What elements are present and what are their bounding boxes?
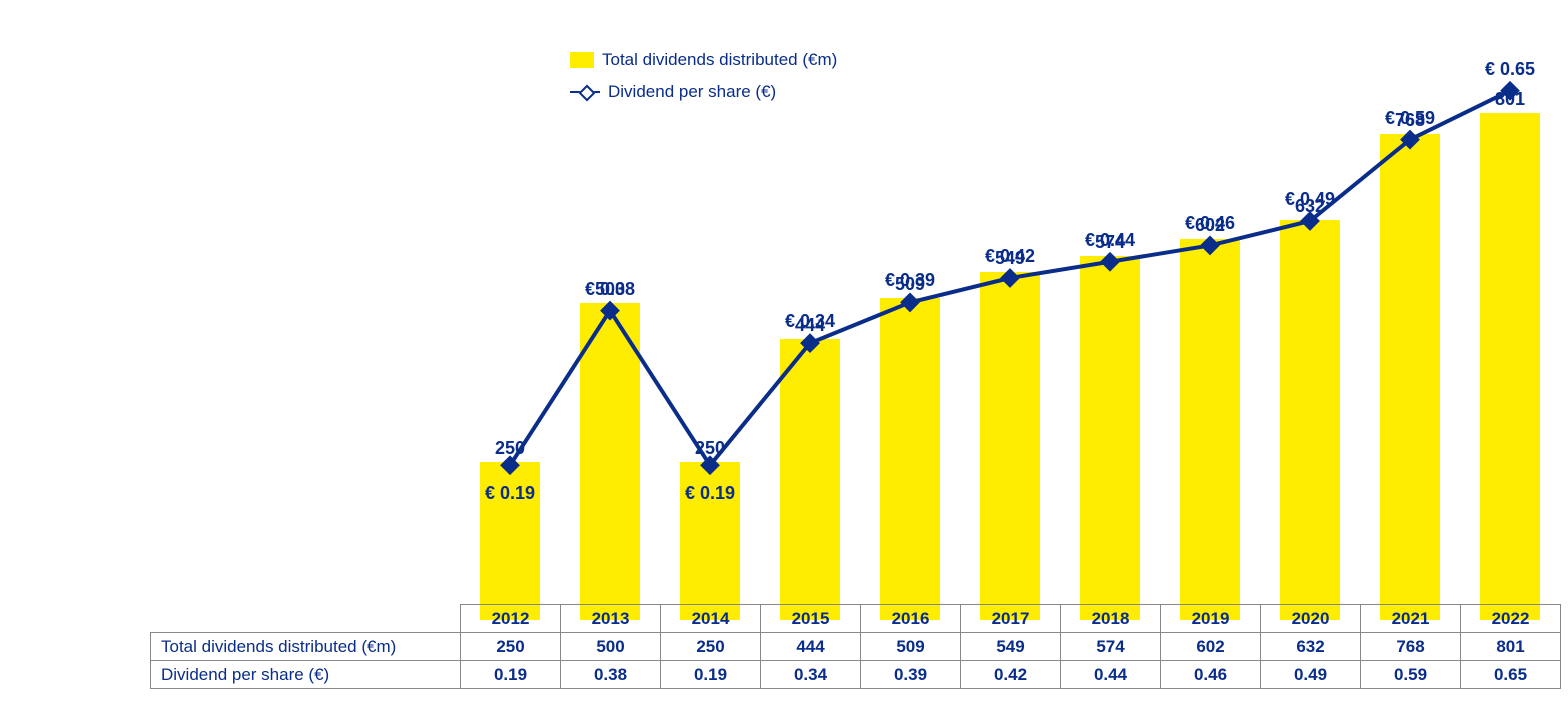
table-row-header: Total dividends distributed (€m) xyxy=(151,633,461,661)
plot-area: 250500250444509549574602632768801€ 0.19€… xyxy=(460,50,1560,620)
table-cell: 250 xyxy=(461,633,561,661)
table-cell: 0.34 xyxy=(761,661,861,689)
table-year-cell: 2016 xyxy=(861,605,961,633)
line-value-label: € 0.42 xyxy=(985,246,1035,267)
table-cell: 0.19 xyxy=(661,661,761,689)
line-value-label: € 0.59 xyxy=(1385,108,1435,129)
table-cell: 574 xyxy=(1061,633,1161,661)
table-year-cell: 2012 xyxy=(461,605,561,633)
line-value-label: € 0.49 xyxy=(1285,189,1335,210)
line-value-label: € 0.46 xyxy=(1185,213,1235,234)
line-value-label: € 0.38 xyxy=(585,279,635,300)
table-cell: 549 xyxy=(961,633,1061,661)
table-row: Total dividends distributed (€m)25050025… xyxy=(151,633,1561,661)
table-cell: 0.39 xyxy=(861,661,961,689)
line-marker xyxy=(1202,237,1219,254)
line-value-label: € 0.39 xyxy=(885,270,935,291)
table-cell: 509 xyxy=(861,633,961,661)
table-year-cell: 2019 xyxy=(1161,605,1261,633)
table-year-cell: 2014 xyxy=(661,605,761,633)
line-value-label: € 0.19 xyxy=(485,483,535,504)
line-marker xyxy=(1502,82,1519,99)
table-year-row: 2012201320142015201620172018201920202021… xyxy=(151,605,1561,633)
table-cell: 0.44 xyxy=(1061,661,1161,689)
table-cell: 500 xyxy=(561,633,661,661)
table-cell: 0.38 xyxy=(561,661,661,689)
table-cell: 768 xyxy=(1361,633,1461,661)
table-year-cell: 2017 xyxy=(961,605,1061,633)
table-year-cell: 2022 xyxy=(1461,605,1561,633)
table-cell: 0.19 xyxy=(461,661,561,689)
table-cell: 801 xyxy=(1461,633,1561,661)
table-row: Dividend per share (€)0.190.380.190.340.… xyxy=(151,661,1561,689)
table-year-cell: 2015 xyxy=(761,605,861,633)
line-value-label: € 0.34 xyxy=(785,311,835,332)
dividend-chart: 250500250444509549574602632768801€ 0.19€… xyxy=(430,20,1550,700)
table-cell: 250 xyxy=(661,633,761,661)
table-cell: 0.46 xyxy=(1161,661,1261,689)
table-year-cell: 2013 xyxy=(561,605,661,633)
table-cell: 0.49 xyxy=(1261,661,1361,689)
table-year-cell: 2018 xyxy=(1061,605,1161,633)
table-cell: 602 xyxy=(1161,633,1261,661)
line-value-label: € 0.44 xyxy=(1085,230,1135,251)
line-marker xyxy=(902,294,919,311)
data-table: 2012201320142015201620172018201920202021… xyxy=(150,604,1561,689)
line-series-svg xyxy=(460,50,1560,620)
line-marker xyxy=(1102,253,1119,270)
table-cell: 0.65 xyxy=(1461,661,1561,689)
table-corner xyxy=(151,605,461,633)
line-value-label: € 0.19 xyxy=(685,483,735,504)
table-year-cell: 2021 xyxy=(1361,605,1461,633)
line-marker xyxy=(1002,270,1019,287)
table-year-cell: 2020 xyxy=(1261,605,1361,633)
table-row-header: Dividend per share (€) xyxy=(151,661,461,689)
table-cell: 0.59 xyxy=(1361,661,1461,689)
table-cell: 444 xyxy=(761,633,861,661)
table-cell: 632 xyxy=(1261,633,1361,661)
line-value-label: € 0.65 xyxy=(1485,59,1535,80)
table-cell: 0.42 xyxy=(961,661,1061,689)
